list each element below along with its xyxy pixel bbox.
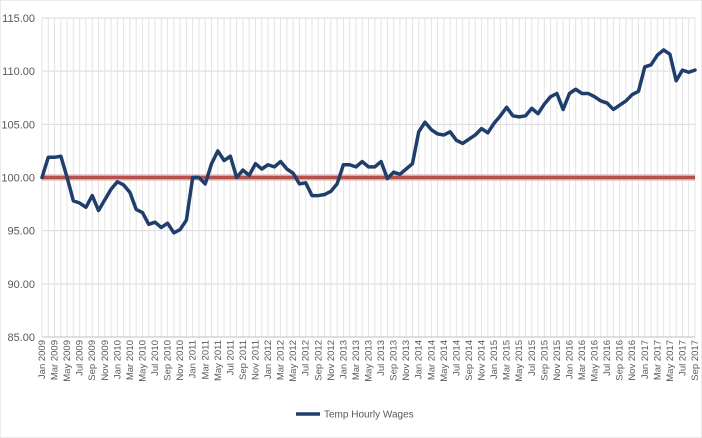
- series-line-temp-hourly-wages: [40, 48, 697, 235]
- x-tick-label: Mar 2016: [577, 340, 588, 380]
- x-tick-label: Sep 2009: [87, 340, 98, 381]
- y-tick-label: 110.00: [2, 66, 35, 78]
- y-tick-label: 115.00: [2, 13, 35, 25]
- y-tick-label: 90.00: [7, 279, 35, 291]
- x-tick-label: Jul 2016: [602, 340, 613, 376]
- x-tick-label: May 2010: [137, 340, 148, 382]
- x-tick-label: Jul 2009: [75, 340, 86, 376]
- y-tick-label: 85.00: [7, 332, 35, 344]
- x-tick-label: Jul 2010: [150, 340, 161, 376]
- series-layer: [40, 48, 697, 235]
- x-tick-label: Nov 2012: [326, 340, 337, 381]
- legend-label: Temp Hourly Wages: [324, 410, 414, 421]
- x-tick-label: Mar 2012: [276, 340, 287, 380]
- y-tick-label: 95.00: [7, 226, 35, 238]
- x-tick-label: Mar 2009: [50, 340, 61, 380]
- x-tick-label: Jul 2014: [451, 340, 462, 376]
- x-tick-label: Sep 2016: [615, 340, 626, 381]
- x-tick-label: Sep 2010: [163, 340, 174, 381]
- x-tick-label: Sep 2017: [690, 340, 701, 381]
- x-tick-label: Jan 2014: [414, 340, 425, 379]
- x-tick-label: Jan 2013: [338, 340, 349, 379]
- y-axis: 85.00 90.00 95.00 100.00 105.00 110.00 115.00: [1, 13, 35, 344]
- x-tick-label: Nov 2016: [627, 340, 638, 381]
- x-tick-label: Mar 2010: [125, 340, 136, 380]
- x-tick-label: Jul 2012: [301, 340, 312, 376]
- x-tick-label: Mar 2011: [200, 340, 211, 379]
- x-tick-label: Jul 2015: [527, 340, 538, 376]
- x-tick-label: Jan 2011: [188, 340, 199, 378]
- x-tick-label: Sep 2014: [464, 340, 475, 381]
- x-tick-label: Jul 2011: [225, 340, 236, 375]
- x-tick-label: Sep 2012: [313, 340, 324, 381]
- x-tick-label: May 2016: [590, 340, 601, 382]
- x-tick-label: Jan 2016: [564, 340, 575, 379]
- x-tick-label: Mar 2013: [351, 340, 362, 380]
- x-tick-label: Sep 2015: [539, 340, 550, 381]
- x-tick-label: May 2011: [213, 340, 224, 381]
- x-tick-label: Sep 2013: [389, 340, 400, 381]
- x-tick-label: Mar 2014: [426, 340, 437, 380]
- x-tick-label: Jul 2017: [677, 340, 688, 376]
- x-tick-label: May 2014: [439, 340, 450, 382]
- x-tick-label: Mar 2015: [502, 340, 513, 380]
- x-tick-label: Mar 2017: [652, 340, 663, 380]
- x-tick-label: May 2015: [514, 340, 525, 382]
- x-tick-label: May 2017: [665, 340, 676, 382]
- legend: Temp Hourly Wages: [296, 410, 414, 421]
- x-tick-label: Nov 2014: [477, 340, 488, 381]
- x-tick-label: May 2013: [364, 340, 375, 382]
- x-tick-label: Jul 2013: [376, 340, 387, 376]
- x-tick-label: Jan 2015: [489, 340, 500, 379]
- x-tick-label: Nov 2013: [401, 340, 412, 381]
- x-tick-label: Jan 2017: [640, 340, 651, 379]
- x-tick-label: Nov 2015: [552, 340, 563, 381]
- x-tick-label: Jan 2012: [263, 340, 274, 379]
- x-tick-label: Nov 2009: [100, 340, 111, 381]
- y-tick-label: 100.00: [1, 173, 35, 185]
- x-tick-label: Jan 2009: [37, 340, 48, 379]
- x-tick-label: May 2009: [62, 340, 73, 382]
- x-tick-label: Jan 2010: [112, 340, 123, 379]
- x-axis: Jan 2009 Mar 2009 May 2009 Jul 2009 Sep 2009…: [37, 336, 701, 382]
- x-tick-label: May 2012: [288, 340, 299, 382]
- x-tick-label: Sep 2011: [238, 340, 249, 380]
- y-tick-label: 105.00: [1, 119, 35, 131]
- x-tick-label: Nov 2010: [175, 340, 186, 381]
- x-tick-label: Nov 2011: [250, 340, 261, 380]
